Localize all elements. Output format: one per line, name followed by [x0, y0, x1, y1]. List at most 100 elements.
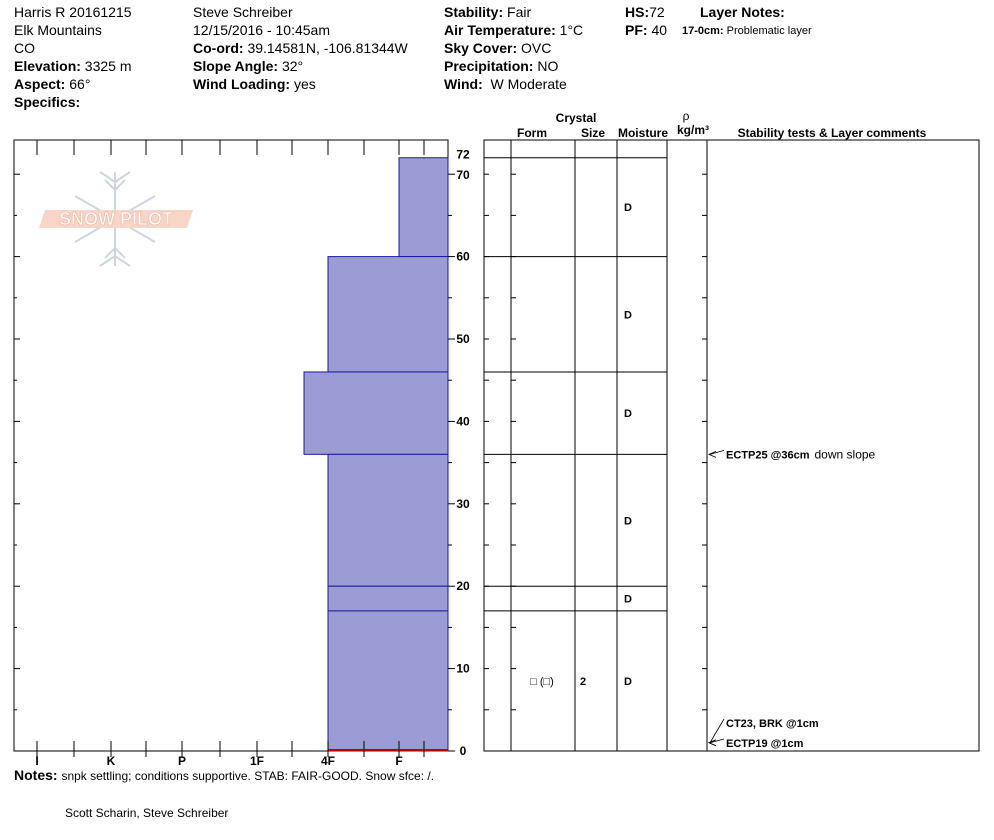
- moisture-value: D: [624, 594, 632, 606]
- depth-label: 60: [456, 250, 470, 264]
- depth-label: 70: [456, 168, 470, 182]
- site-name: Harris R 20161215: [14, 4, 132, 20]
- specifics-row: Specifics:: [14, 94, 81, 110]
- site-info: Harris R 20161215 Elk Mountains CO Eleva…: [14, 3, 132, 111]
- pf-row: PF: 40: [625, 22, 668, 38]
- observation-datetime: 12/15/2016 - 10:45am: [193, 22, 330, 38]
- aspect-row: Aspect: 66°: [14, 76, 91, 92]
- moisture-value: D: [624, 676, 632, 688]
- grain-form: □ (□): [530, 676, 554, 688]
- observer-name: Steve Schreiber: [193, 4, 293, 20]
- site-range: Elk Mountains: [14, 22, 102, 38]
- hardness-label: K: [107, 754, 116, 768]
- layer-table-frame: [483, 139, 980, 752]
- wind-value: W Moderate: [490, 76, 567, 92]
- slope-value: 32°: [281, 58, 304, 74]
- notes-label: Notes:: [14, 767, 58, 783]
- plot-ticks: [14, 140, 707, 757]
- notes-text: snpk settling; conditions supportive. ST…: [61, 769, 435, 783]
- header-stability-comments: Stability tests & Layer comments: [738, 126, 927, 140]
- wind-row: Wind: W Moderate: [444, 76, 567, 92]
- hardness-label: 4F: [321, 754, 335, 768]
- stability-test: CT23, BRK @1cm: [726, 718, 819, 730]
- slope-row: Slope Angle: 32°: [193, 58, 304, 74]
- test-pointer: [709, 738, 725, 744]
- site-state: CO: [14, 40, 35, 56]
- hs-value: 72: [649, 4, 665, 20]
- coord-value: 39.14581N, -106.81344W: [247, 40, 408, 56]
- test-pointer: [709, 718, 725, 743]
- hardness-label: P: [178, 754, 186, 768]
- stability-row: Stability: Fair: [444, 4, 532, 20]
- summary-info: HS:72 PF: 40: [625, 3, 667, 39]
- logo-banner: [39, 210, 193, 228]
- stability-test-label: CT23, BRK @1cm: [726, 718, 819, 730]
- layer-table-rows: D D D D D D □ (□) 2: [484, 157, 667, 688]
- air-temp-value: 1°C: [559, 22, 584, 38]
- snowpilot-logo: SNOW PILOT: [39, 171, 193, 267]
- elevation-value: 3325 m: [84, 58, 132, 74]
- elevation-row: Elevation: 3325 m: [14, 58, 132, 74]
- stability-test-comment: down slope: [815, 447, 876, 461]
- precip-value: NO: [537, 58, 559, 74]
- layer-note: 17-0cm: Problematic layer: [682, 22, 812, 40]
- notes-observers: Scott Scharin, Steve Schreiber: [65, 806, 229, 820]
- depth-label: 20: [456, 579, 470, 593]
- air-temp-row: Air Temperature: 1°C: [444, 22, 584, 38]
- test-arrow-icon: [707, 739, 717, 747]
- hs-row: HS:72: [625, 4, 665, 20]
- hardness-label: I: [35, 754, 38, 768]
- hardness-layer: [327, 610, 449, 752]
- grain-size: 2: [580, 676, 586, 688]
- layer-notes-title: Layer Notes:: [700, 4, 785, 20]
- wind-loading-row: Wind Loading: yes: [193, 76, 316, 92]
- header-crystal: Crystal: [556, 111, 597, 125]
- depth-label: 50: [456, 332, 470, 346]
- layer-note-text: Problematic layer: [726, 25, 812, 37]
- header-size: Size: [581, 126, 605, 140]
- depth-label: 30: [456, 497, 470, 511]
- aspect-value: 66°: [69, 76, 91, 92]
- test-arrow-icon: [707, 450, 717, 458]
- observer-info: Steve Schreiber 12/15/2016 - 10:45am Co-…: [193, 3, 408, 93]
- sky-row: Sky Cover: OVC: [444, 40, 552, 56]
- conditions-info: Stability: Fair Air Temperature: 1°C Sky…: [444, 3, 583, 93]
- moisture-value: D: [624, 408, 632, 420]
- sky-value: OVC: [521, 40, 552, 56]
- depth-label: 72: [456, 148, 470, 162]
- stability-value: Fair: [507, 4, 532, 20]
- depth-label: 40: [456, 414, 470, 428]
- hardness-layer: [327, 256, 449, 373]
- notes: Notes: snpk settling; conditions support…: [14, 766, 434, 785]
- logo-text: SNOW PILOT: [59, 209, 173, 229]
- test-pointer: [709, 449, 725, 455]
- stability-test-label: ECTP25 @36cm: [726, 449, 810, 461]
- hardness-layers: [303, 157, 449, 752]
- layer-note-depth: 17-0cm:: [682, 25, 724, 37]
- hardness-layer: [327, 585, 449, 612]
- hardness-layer: [327, 453, 449, 587]
- hardness-layer: [303, 371, 449, 455]
- hardness-layer: [398, 157, 449, 258]
- coord-row: Co-ord: 39.14581N, -106.81344W: [193, 40, 408, 56]
- header-form: Form: [517, 126, 547, 140]
- moisture-value: D: [624, 202, 632, 214]
- header-density-unit: kg/m³: [677, 123, 709, 137]
- hardness-label: 1F: [250, 754, 264, 768]
- pf-value: 40: [651, 22, 668, 38]
- stability-test: ECTP19 @1cm: [726, 738, 804, 750]
- stability-test-label: ECTP19 @1cm: [726, 738, 804, 750]
- moisture-value: D: [624, 515, 632, 527]
- moisture-value: D: [624, 309, 632, 321]
- header-moisture: Moisture: [618, 126, 668, 140]
- depth-label: 10: [456, 662, 470, 676]
- stability-test: ECTP25 @36cm down slope: [726, 447, 876, 461]
- header-rho: ρ: [683, 109, 690, 123]
- stability-tests: ECTP25 @36cm down slope CT23, BRK @1cm ECTP…: [707, 447, 876, 750]
- precip-row: Precipitation: NO: [444, 58, 559, 74]
- hardness-label: F: [395, 754, 402, 768]
- wind-loading-value: yes: [293, 76, 316, 92]
- depth-label: 0: [460, 744, 467, 758]
- hardness-axis: I K P 1F 4F F: [35, 754, 402, 768]
